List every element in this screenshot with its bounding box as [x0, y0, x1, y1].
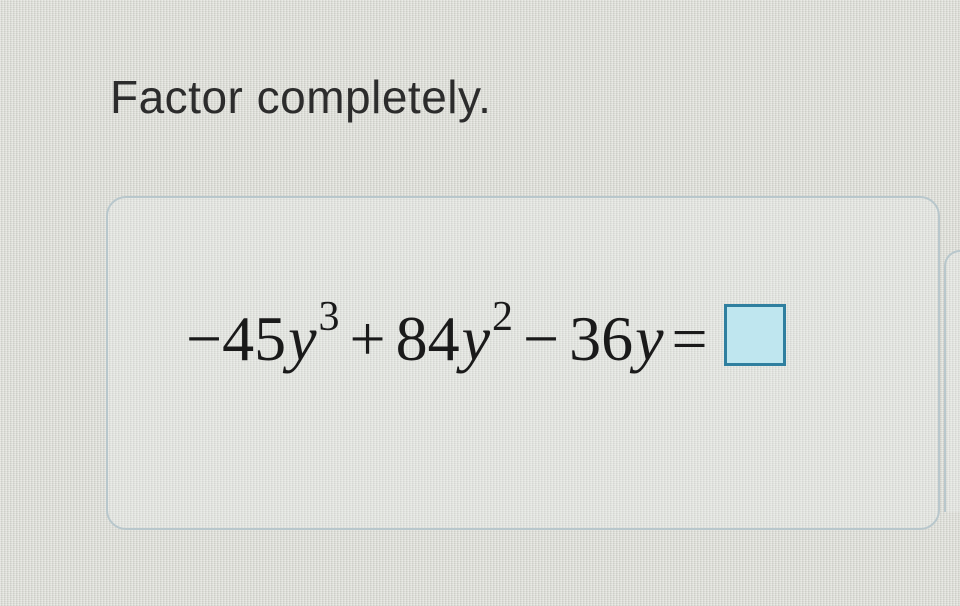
operator-plus: + [340, 302, 396, 376]
operator-minus: − [513, 302, 569, 376]
term1-coef: 45 [222, 302, 286, 376]
term1-var: y [286, 302, 316, 376]
term-3: 36 y [569, 302, 663, 376]
term2-exp: 2 [492, 293, 513, 341]
equation-panel: − 45 y 3 + 84 y 2 − 36 y = [106, 196, 940, 530]
term2-coef: 84 [396, 302, 460, 376]
prompt-text: Factor completely. [110, 70, 960, 124]
term-1: − 45 y 3 [186, 302, 340, 376]
equation: − 45 y 3 + 84 y 2 − 36 y = [186, 298, 786, 376]
term-2: 84 y 2 [396, 302, 513, 376]
equals-sign: = [664, 302, 720, 376]
answer-input-box[interactable] [724, 304, 786, 366]
term1-sign: − [186, 302, 222, 376]
content-area: Factor completely. − 45 y 3 + 84 y 2 − 3… [0, 0, 960, 530]
right-panel-edge [944, 250, 960, 512]
term1-exp: 3 [319, 293, 340, 341]
term3-var: y [633, 302, 663, 376]
term2-var: y [460, 302, 490, 376]
term3-coef: 36 [569, 302, 633, 376]
